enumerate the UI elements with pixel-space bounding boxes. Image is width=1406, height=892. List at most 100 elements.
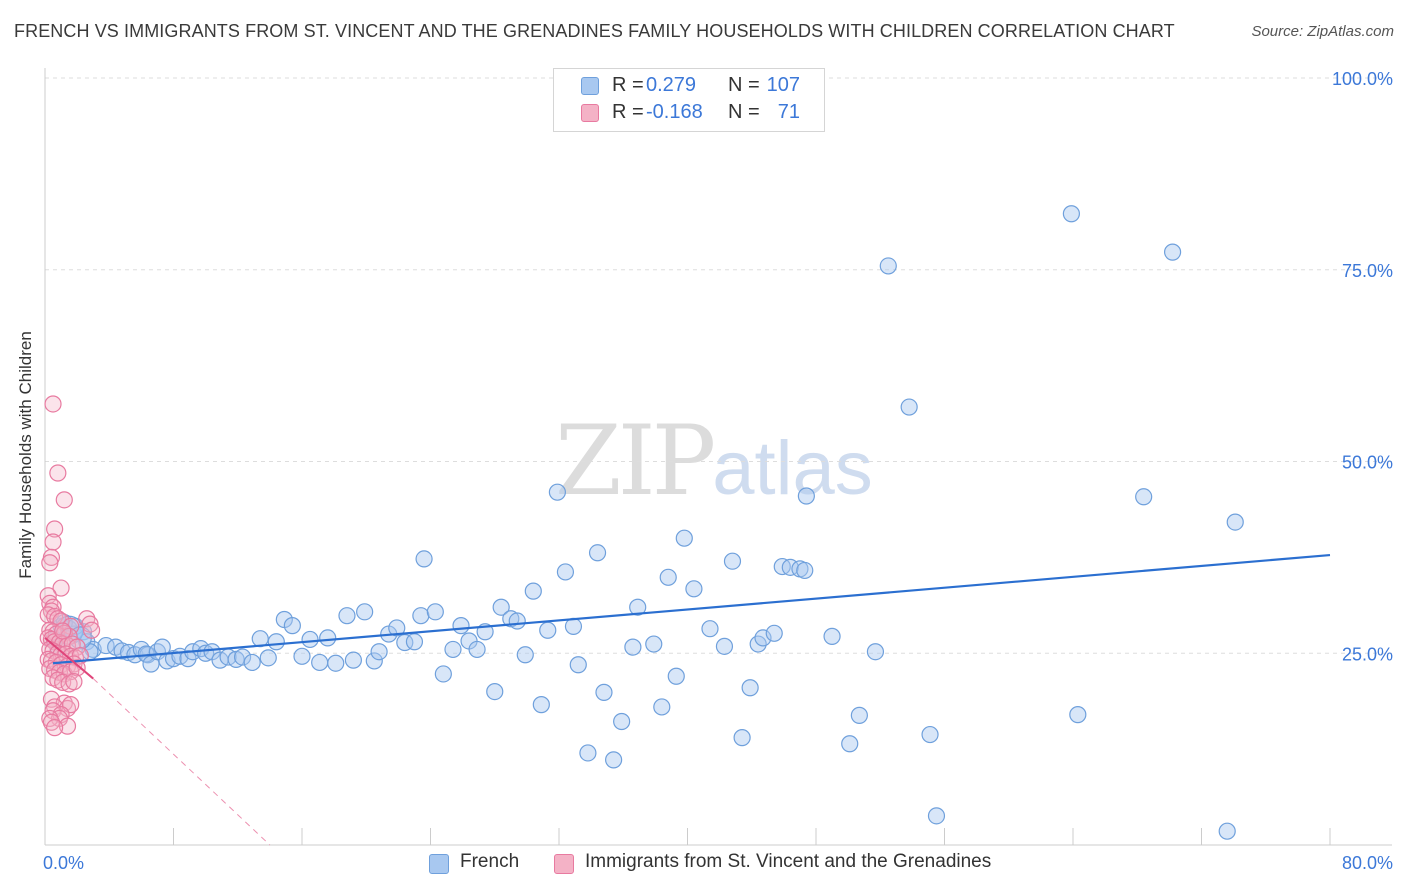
french-point <box>356 603 374 621</box>
stats-legend: R = 0.279 N = 107 R = -0.168 N = 71 <box>553 68 825 132</box>
french-point <box>524 582 542 600</box>
french-point <box>434 665 452 683</box>
legend-n-value: 71 <box>777 101 800 123</box>
legend-r-value: 0.279 <box>646 74 697 96</box>
french-point <box>723 552 742 570</box>
french-point <box>492 598 510 616</box>
french-point <box>701 620 719 638</box>
french-point <box>629 598 647 616</box>
french-point <box>645 635 663 653</box>
svg-immigrants-point <box>68 659 86 677</box>
french-point <box>823 627 841 645</box>
french-point <box>388 619 406 637</box>
svg-immigrants-point <box>55 491 73 509</box>
french-point <box>1062 205 1080 223</box>
legend-r-value: -0.168 <box>646 101 703 123</box>
french-point <box>532 696 550 714</box>
french-point <box>659 568 677 586</box>
svg-trend-line <box>44 637 94 680</box>
svg-immigrants-point <box>54 622 72 640</box>
svg-immigrants-point <box>81 615 99 633</box>
french-point <box>685 580 703 598</box>
french-point <box>548 483 566 501</box>
french-point <box>921 725 939 744</box>
legend-swatch-svg <box>554 854 574 874</box>
legend-swatch-french <box>429 854 449 874</box>
french-point <box>370 643 388 661</box>
french-point <box>192 640 210 658</box>
french-point <box>653 698 671 716</box>
french-point <box>508 612 526 630</box>
svg-immigrants-point <box>65 673 83 691</box>
french-point <box>233 648 252 666</box>
french-point <box>715 637 734 655</box>
french-point <box>927 807 946 825</box>
french-point <box>765 624 783 642</box>
french-point <box>468 640 486 659</box>
svg-immigrants-points <box>39 395 101 737</box>
svg-immigrants-point <box>82 621 101 639</box>
legend-n-label: N = <box>728 74 760 96</box>
french-point <box>588 544 607 562</box>
french-point <box>1135 488 1153 506</box>
french-point <box>796 561 814 580</box>
french-point <box>365 652 383 670</box>
french-point <box>579 744 597 762</box>
y-tick-label: 75.0% <box>1342 261 1393 281</box>
french-point <box>1226 513 1244 531</box>
svg-immigrants-point <box>46 719 64 737</box>
french-point <box>283 617 301 635</box>
french-point <box>301 630 319 649</box>
french-point <box>243 653 261 672</box>
french-point <box>741 679 759 697</box>
french-point <box>605 751 623 769</box>
legend-r-label: R = <box>612 101 644 123</box>
french-point <box>841 735 859 753</box>
svg-trend-extension <box>92 678 271 846</box>
french-point <box>1069 706 1087 724</box>
french-point <box>311 653 329 672</box>
legend-label-french: French <box>460 851 520 872</box>
french-point <box>412 607 430 625</box>
french-points <box>46 205 1244 840</box>
legend-swatch-french <box>581 77 599 95</box>
french-point <box>879 257 897 275</box>
chart-title: FRENCH VS IMMIGRANTS FROM ST. VINCENT AN… <box>14 21 1175 41</box>
french-point <box>733 729 751 747</box>
x-tick-label: 80.0% <box>1342 853 1393 873</box>
svg-immigrants-point <box>44 395 62 413</box>
french-point <box>754 629 772 647</box>
french-point <box>539 621 557 639</box>
legend-n-label: N = <box>728 101 760 123</box>
y-tick-label: 50.0% <box>1342 453 1393 473</box>
french-point <box>486 682 504 701</box>
french-point <box>613 712 631 731</box>
series-legend: French Immigrants from St. Vincent and t… <box>0 851 1406 879</box>
svg-immigrants-point <box>58 717 77 735</box>
french-point <box>452 617 470 635</box>
french-point <box>415 550 433 568</box>
french-point <box>900 398 918 416</box>
french-point <box>516 646 534 664</box>
legend-r-label: R = <box>612 74 644 96</box>
french-point <box>866 643 885 661</box>
tick-labels: 25.0% 50.0% 75.0% 100.0% 0.0% 80.0% <box>43 69 1393 873</box>
axes <box>44 68 1392 846</box>
svg-immigrants-point <box>41 554 59 572</box>
legend-swatch-svg <box>581 104 599 122</box>
french-point <box>1218 822 1236 840</box>
french-point <box>338 607 356 625</box>
svg-immigrants-point <box>44 533 62 551</box>
french-trend-line <box>52 553 1331 665</box>
y-tick-label: 25.0% <box>1342 644 1393 664</box>
french-point <box>319 629 337 647</box>
svg-immigrants-point <box>49 464 67 482</box>
x-tick-label: 0.0% <box>43 853 84 873</box>
y-tick-label: 100.0% <box>1332 69 1393 89</box>
french-point <box>327 654 345 672</box>
trend-lines <box>44 553 1331 846</box>
french-point <box>564 617 583 636</box>
source-label: Source: ZipAtlas.com <box>1251 23 1394 40</box>
french-point <box>113 642 131 660</box>
